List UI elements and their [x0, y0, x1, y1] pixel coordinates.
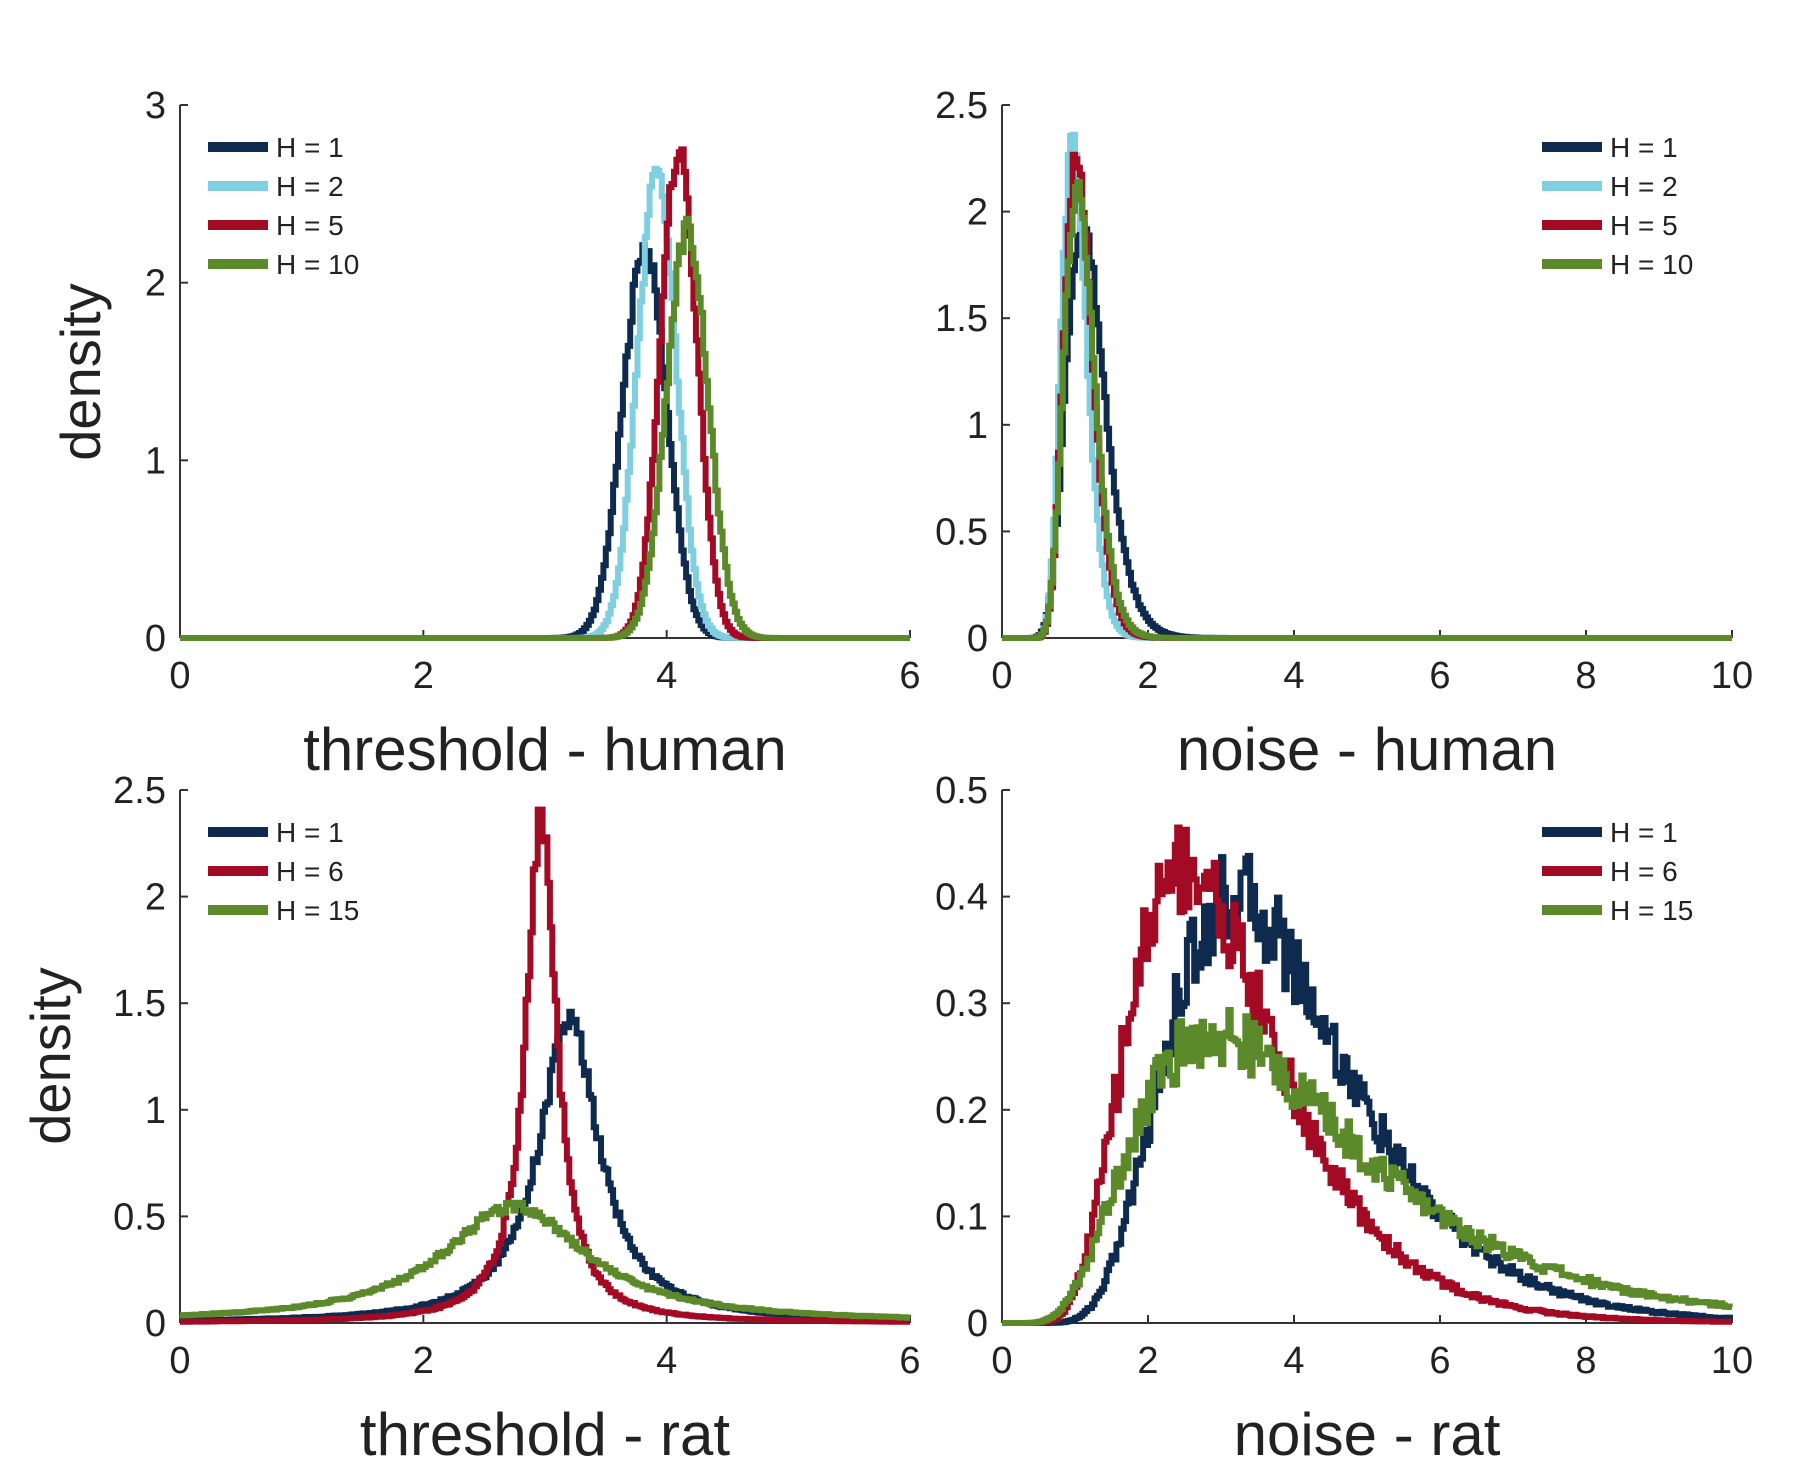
y-axis-label: density	[19, 967, 82, 1144]
legend-label: H = 10	[276, 249, 359, 280]
x-tick-label: 2	[1137, 655, 1158, 697]
legend-label: H = 6	[276, 856, 344, 887]
y-tick-label: 2	[967, 192, 988, 234]
x-axis-label: threshold - human	[303, 716, 787, 783]
y-tick-label: 2.5	[935, 85, 988, 127]
y-tick-label: 0.5	[935, 770, 988, 812]
x-tick-label: 10	[1711, 1340, 1753, 1382]
series-line-h15	[1002, 1007, 1733, 1326]
y-tick-label: 2.5	[113, 770, 166, 812]
series-line-h15	[179, 1199, 911, 1321]
series-line-h6	[180, 806, 911, 1325]
x-tick-label: 0	[169, 655, 190, 697]
x-tick-label: 6	[899, 1340, 920, 1382]
panel-noise-human: 0 2 4 6 8 10 0 0.5 1 1.5 2 2.5 noise - human H = 1 H =…	[935, 85, 1753, 783]
x-tick-label: 8	[1575, 1340, 1596, 1382]
x-tick-label: 10	[1711, 655, 1753, 697]
x-tick-label: 4	[1283, 655, 1304, 697]
x-tick-label: 2	[413, 1340, 434, 1382]
x-tick-label: 6	[1429, 1340, 1450, 1382]
y-tick-label: 0	[967, 1303, 988, 1345]
series-line-h10	[180, 215, 910, 641]
x-tick-label: 4	[656, 1340, 677, 1382]
series-line-h1	[180, 1008, 911, 1324]
x-tick-label: 0	[991, 1340, 1012, 1382]
panel-threshold-rat: 0 2 4 6 0 0.5 1 1.5 2 2.5 threshold - rat density H …	[19, 770, 921, 1468]
y-tick-label: 0.1	[935, 1196, 988, 1238]
y-tick-label: 1.5	[113, 983, 166, 1025]
legend-label: H = 5	[1610, 210, 1678, 241]
series-line-h10	[1002, 179, 1732, 641]
x-axis-label: noise - rat	[1234, 1401, 1501, 1468]
y-tick-label: 2	[145, 877, 166, 919]
legend-label: H = 5	[276, 210, 344, 241]
legend-label: H = 2	[276, 171, 344, 202]
x-axis-label: threshold - rat	[360, 1401, 730, 1468]
legend-label: H = 15	[276, 895, 359, 926]
y-axis-label: density	[49, 283, 112, 460]
x-tick-label: 4	[656, 655, 677, 697]
legend-label: H = 2	[1610, 171, 1678, 202]
legend-label: H = 1	[276, 817, 344, 848]
y-tick-label: 0.3	[935, 983, 988, 1025]
x-tick-label: 0	[991, 655, 1012, 697]
x-tick-label: 6	[1429, 655, 1450, 697]
y-tick-label: 1.5	[935, 298, 988, 340]
legend-label: H = 1	[1610, 817, 1678, 848]
y-tick-label: 0	[145, 1303, 166, 1345]
legend-label: H = 15	[1610, 895, 1693, 926]
panel-threshold-human: 0 2 4 6 0 1 2 3 threshold - human density H = 1 H =…	[49, 85, 921, 783]
y-tick-label: 0	[967, 618, 988, 660]
y-tick-label: 1	[145, 440, 166, 482]
y-tick-label: 2	[145, 263, 166, 305]
y-tick-label: 0.5	[113, 1196, 166, 1238]
y-tick-label: 0	[145, 618, 166, 660]
x-tick-label: 2	[1137, 1340, 1158, 1382]
y-tick-label: 0.4	[935, 877, 988, 919]
series-line-h1	[1002, 852, 1733, 1326]
y-tick-label: 0.5	[935, 511, 988, 553]
x-tick-label: 0	[169, 1340, 190, 1382]
x-tick-label: 6	[899, 655, 920, 697]
legend-label: H = 6	[1610, 856, 1678, 887]
y-tick-label: 3	[145, 85, 166, 127]
x-tick-label: 4	[1283, 1340, 1304, 1382]
y-tick-label: 1	[145, 1090, 166, 1132]
y-tick-label: 1	[967, 405, 988, 447]
x-axis-label: noise - human	[1177, 716, 1557, 783]
series-line-h1	[180, 242, 910, 641]
x-tick-label: 8	[1575, 655, 1596, 697]
y-tick-label: 0.2	[935, 1090, 988, 1132]
legend-label: H = 1	[1610, 132, 1678, 163]
panel-noise-rat: 0 2 4 6 8 10 0 0.1 0.2 0.3 0.4 0.5 noise - rat H = 1 H…	[935, 770, 1753, 1468]
legend-label: H = 1	[276, 132, 344, 163]
legend-label: H = 10	[1610, 249, 1693, 280]
x-tick-label: 2	[413, 655, 434, 697]
series-line-h6	[1002, 824, 1732, 1326]
